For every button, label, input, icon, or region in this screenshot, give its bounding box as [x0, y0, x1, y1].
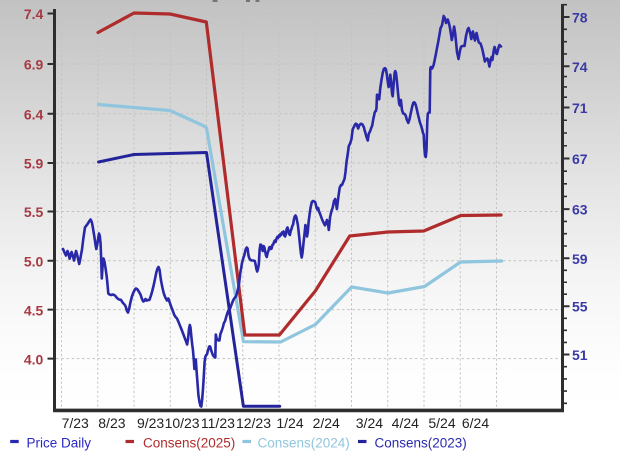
svg-text:Consens(2023): Consens(2023) [375, 436, 467, 451]
svg-text:5/24: 5/24 [428, 415, 455, 431]
svg-text:7/23: 7/23 [62, 415, 89, 431]
svg-text:Consens(2025): Consens(2025) [143, 436, 235, 451]
svg-text:6.4: 6.4 [24, 106, 44, 122]
svg-text:12/23: 12/23 [236, 415, 271, 431]
svg-text:59: 59 [572, 251, 588, 267]
svg-text:10/23: 10/23 [165, 415, 200, 431]
svg-text:4/24: 4/24 [392, 415, 419, 431]
svg-text:9/23: 9/23 [137, 415, 164, 431]
svg-text:5.9: 5.9 [24, 156, 44, 172]
svg-text:7.4: 7.4 [24, 6, 44, 22]
svg-text:71: 71 [572, 100, 588, 116]
svg-text:5.5: 5.5 [24, 204, 44, 220]
svg-text:74: 74 [572, 59, 588, 75]
svg-text:55: 55 [572, 299, 588, 315]
svg-text:3/24: 3/24 [356, 415, 383, 431]
svg-text:2/24: 2/24 [313, 415, 340, 431]
svg-text:8/23: 8/23 [98, 415, 125, 431]
svg-text:4.5: 4.5 [24, 302, 44, 318]
svg-text:1/24: 1/24 [276, 415, 303, 431]
svg-text:63: 63 [572, 202, 588, 218]
svg-text:6.9: 6.9 [24, 57, 44, 73]
svg-text:5.0: 5.0 [24, 254, 44, 270]
svg-text:78: 78 [572, 10, 588, 26]
svg-text:Price Daily: Price Daily [27, 436, 92, 451]
svg-text:6/24: 6/24 [462, 415, 489, 431]
svg-text:11/23: 11/23 [201, 415, 235, 431]
svg-text:67: 67 [572, 151, 588, 167]
svg-text:51: 51 [572, 347, 588, 363]
svg-text:4.0: 4.0 [24, 351, 44, 367]
svg-text:Consens(2024): Consens(2024) [258, 436, 350, 451]
